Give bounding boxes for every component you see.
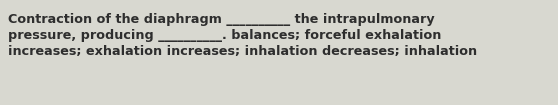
Text: Contraction of the diaphragm __________ the intrapulmonary
pressure, producing _: Contraction of the diaphragm __________ … bbox=[8, 13, 478, 58]
